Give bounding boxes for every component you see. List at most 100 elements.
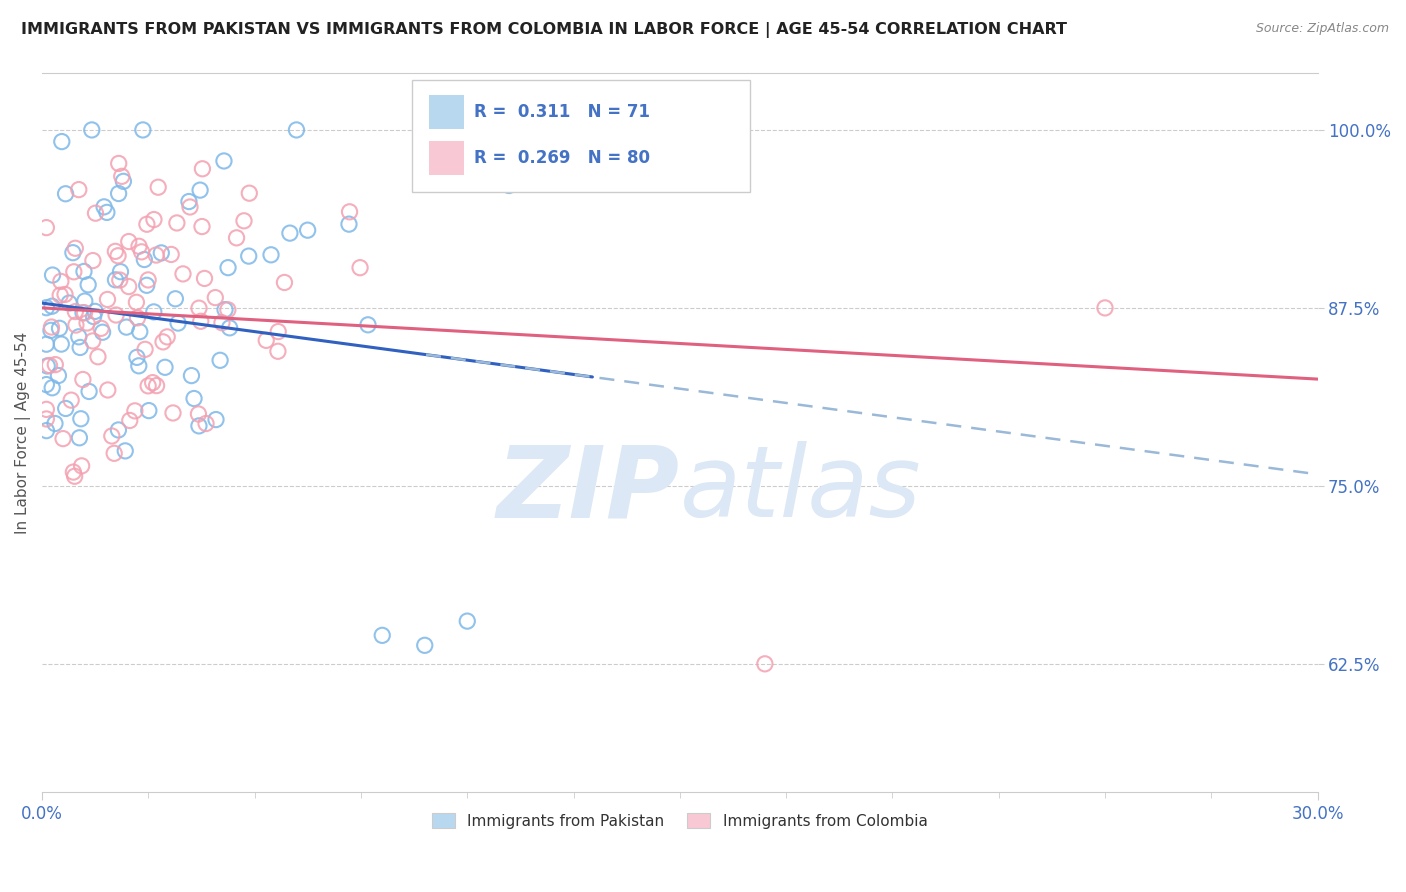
Point [238,186,260,201]
Point [35,377,58,392]
Point [65,241,87,255]
Point [73,264,96,278]
Point [150,246,173,260]
Point [49,288,72,302]
Point [195,417,218,431]
Point [285,123,308,137]
Point [188,301,211,315]
Point [136,379,159,393]
Point [103,446,125,460]
Point [55,401,77,416]
Y-axis label: In Labor Force | Age 45-54: In Labor Force | Age 45-54 [15,331,31,533]
Point [69,341,91,355]
Point [217,302,239,317]
Point [357,318,380,332]
Point [254,334,277,348]
Point [65,304,87,318]
Point [107,186,129,201]
Point [58,296,80,310]
Point [160,247,183,261]
Point [91,325,114,339]
Point [97,383,120,397]
Point [134,343,156,357]
Point [35,424,58,438]
Point [82,253,104,268]
Point [187,407,209,421]
Point [52,432,75,446]
Point [127,310,149,325]
Point [166,216,188,230]
Text: IMMIGRANTS FROM PAKISTAN VS IMMIGRANTS FROM COLOMBIA IN LABOR FORCE | AGE 45-54 : IMMIGRANTS FROM PAKISTAN VS IMMIGRANTS F… [21,22,1067,38]
Point [51,337,73,351]
Point [104,273,127,287]
Point [41,299,63,313]
Point [101,429,124,443]
Point [77,384,100,399]
FancyBboxPatch shape [429,95,464,129]
Point [41,381,63,395]
Point [44,358,66,372]
Point [142,305,165,319]
Point [238,249,260,263]
Point [267,344,290,359]
Point [136,273,159,287]
Point [41,268,63,282]
Point [134,252,156,267]
Point [193,271,215,285]
Point [108,273,131,287]
Point [260,248,283,262]
FancyBboxPatch shape [412,80,749,192]
Legend: Immigrants from Pakistan, Immigrants from Colombia: Immigrants from Pakistan, Immigrants fro… [426,806,934,835]
Point [456,614,478,628]
Point [118,235,141,249]
Point [135,278,157,293]
Point [128,359,150,373]
Point [118,413,141,427]
Point [72,306,94,320]
Point [87,350,110,364]
Point [107,249,129,263]
Point [73,306,96,320]
Point [38,359,60,373]
Point [93,200,115,214]
Point [145,248,167,262]
Point [233,214,256,228]
Point [211,316,233,330]
Point [72,372,94,386]
Point [273,276,295,290]
Point [62,465,84,479]
Point [413,638,436,652]
Point [371,628,394,642]
Point [190,314,212,328]
Point [205,412,228,426]
Point [1094,301,1116,315]
Point [118,279,141,293]
Point [138,403,160,417]
Point [107,156,129,170]
Point [112,174,135,188]
FancyBboxPatch shape [429,141,464,175]
Point [82,334,104,348]
Point [35,220,58,235]
Point [53,287,76,301]
Point [152,334,174,349]
Point [167,316,190,330]
Point [70,411,93,425]
Point [114,443,136,458]
Point [67,183,90,197]
Point [128,239,150,253]
Point [131,244,153,259]
Point [212,153,235,168]
Point [35,301,58,315]
Point [165,292,187,306]
Point [498,178,520,193]
Point [125,351,148,365]
Point [115,320,138,334]
Point [51,135,73,149]
Point [41,320,63,334]
Text: ZIP: ZIP [496,442,681,539]
Point [35,337,58,351]
Point [297,223,319,237]
Point [77,277,100,292]
Point [754,657,776,671]
